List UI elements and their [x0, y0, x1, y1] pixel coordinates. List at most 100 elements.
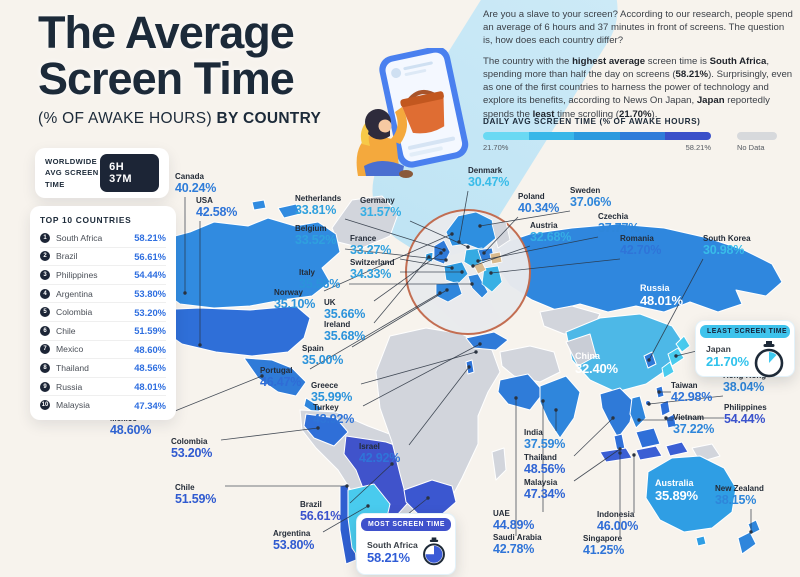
map-label-singapore: Singapore 41.25%: [583, 534, 624, 557]
map-label-france: France 33.27%: [350, 234, 391, 257]
inset-france: [443, 261, 469, 285]
legend-color-step-2: [528, 132, 575, 140]
label-country-value: 35.66%: [324, 306, 366, 321]
shape-canada: [147, 217, 341, 309]
top10-row-chile: 6 Chile 51.59%: [40, 320, 166, 340]
country-name: Malaysia: [56, 400, 90, 411]
map-label-czechia: Czechia 37.77%: [598, 212, 639, 235]
label-country-name: Portugal: [260, 366, 293, 375]
country-value: 56.61%: [134, 250, 166, 262]
label-country-value: 42.78%: [493, 541, 535, 556]
rank-badge: 6: [40, 325, 50, 336]
shape-se-asia: [599, 387, 635, 439]
label-country-value: 38.04%: [723, 379, 765, 394]
intro-paragraph-1: Are you a slave to your screen? Accordin…: [483, 9, 793, 47]
label-country-name: Malaysia: [524, 478, 558, 487]
stopwatch-icon-least: [754, 341, 784, 378]
country-value: 48.56%: [134, 362, 166, 374]
label-country-name: Chile: [175, 483, 195, 492]
label-country-name: Israel: [359, 442, 380, 451]
shape-india: [539, 375, 581, 439]
legend-no-data: No Data: [737, 132, 777, 152]
shape-turkey: [465, 331, 509, 351]
most-screen-time-card: MOST SCREEN TIME South Africa 58.21%: [356, 513, 456, 575]
label-country-value: 40.34%: [518, 200, 560, 215]
label-country-value: 48.56%: [524, 461, 566, 476]
no-data-label: No Data: [737, 143, 765, 152]
top10-row-south-africa: 1 South Africa 58.21%: [40, 229, 166, 247]
top10-card: TOP 10 COUNTRIES 1 South Africa 58.21% 2 Bra…: [30, 206, 176, 420]
map-label-greece: Greece 35.99%: [311, 381, 352, 404]
label-country-name: France: [350, 234, 377, 243]
shape-mexico: [243, 357, 307, 397]
label-country-value: 33.81%: [295, 202, 337, 217]
map-label-australia: Australia 35.89%: [655, 478, 698, 503]
shape-south-africa: [403, 479, 457, 517]
country-value: 51.59%: [134, 325, 166, 337]
map-label-portugal: Portugal 46.47%: [260, 366, 301, 389]
map-label-switzerland: Switzerland 34.33%: [350, 258, 394, 281]
top10-rows: 1 South Africa 58.21% 2 Brazil 56.61% 3 Philipp…: [40, 229, 166, 414]
label-country-name: Belgium: [295, 224, 327, 233]
label-country-value: 51.59%: [175, 491, 217, 506]
shape-west-china: [565, 333, 597, 367]
map-label-sweden: Sweden 37.06%: [570, 186, 611, 209]
map-label-new-zealand: New Zealand 38.15%: [715, 484, 764, 507]
worldwide-avg-label: WORLDWIDE AVG SCREEN TIME: [45, 156, 99, 189]
subtitle-light: (% OF AWAKE HOURS): [38, 109, 217, 127]
country-value: 58.21%: [134, 232, 166, 244]
country-name: Mexico: [56, 344, 84, 355]
map-label-taiwan: Taiwan 42.98%: [671, 381, 712, 404]
map-label-netherlands: Netherlands 33.81%: [295, 194, 341, 217]
label-country-value: 44.89%: [493, 517, 535, 532]
country-value: 48.60%: [134, 343, 166, 355]
shape-central-asia: [539, 305, 601, 335]
label-country-value: 37.06%: [570, 194, 612, 209]
map-label-usa: USA 42.58%: [196, 196, 237, 219]
label-country-name: Italy: [299, 268, 316, 277]
inset-germany: [463, 247, 487, 269]
label-country-value: 33.52%: [295, 232, 337, 247]
map-label-china: China 32.40%: [575, 351, 618, 376]
label-country-name: Spain: [302, 344, 324, 353]
label-country-value: 35.68%: [324, 328, 366, 343]
top10-row-mexico: 7 Mexico 48.60%: [40, 339, 166, 359]
label-country-name: Sweden: [570, 186, 601, 195]
label-country-name: Netherlands: [295, 194, 342, 203]
map-label-uk: UK 35.66%: [324, 298, 365, 321]
country-value: 53.20%: [134, 306, 166, 318]
label-country-value: 47.34%: [524, 486, 566, 501]
country-value: 47.34%: [134, 399, 166, 411]
label-country-name: Poland: [518, 192, 545, 201]
label-country-value: 41.25%: [583, 542, 625, 557]
shape-tasmania: [695, 535, 707, 547]
least-country: Japan: [706, 344, 731, 354]
top10-title: TOP 10 COUNTRIES: [40, 215, 132, 225]
shape-middle-east: [499, 345, 561, 383]
label-country-name: Norway: [274, 288, 303, 297]
shape-borneo: [635, 427, 661, 449]
inset-italy: [467, 273, 489, 299]
worldwide-avg-card: WORLDWIDE AVG SCREEN TIME 6H 37M: [35, 148, 169, 198]
label-country-value: 46.47%: [260, 374, 302, 389]
label-country-value: 40.24%: [175, 180, 217, 195]
country-value: 54.44%: [134, 269, 166, 281]
label-country-name: Colombia: [171, 437, 208, 446]
least-screen-time-tag: LEAST SCREEN TIME: [700, 325, 790, 338]
country-value: 48.01%: [134, 381, 166, 393]
label-country-value: 37.22%: [673, 421, 715, 436]
label-country-value: 54.44%: [724, 411, 766, 426]
shape-philippines: [659, 399, 677, 429]
label-country-value: 42.58%: [196, 204, 238, 219]
label-country-name: Ireland: [324, 320, 351, 329]
rank-badge: 2: [40, 251, 50, 262]
shape-saudi-arabia: [497, 373, 545, 411]
map-label-brazil: Brazil 56.61%: [300, 500, 341, 523]
inset-nodata-1: [473, 261, 487, 275]
legend-color-step-1: [483, 132, 529, 140]
legend-color-step-4: [619, 132, 666, 140]
label-country-value: 35.56%: [299, 276, 341, 291]
least-value: 21.70%: [706, 354, 749, 369]
top10-row-russia: 9 Russia 48.01%: [40, 376, 166, 396]
